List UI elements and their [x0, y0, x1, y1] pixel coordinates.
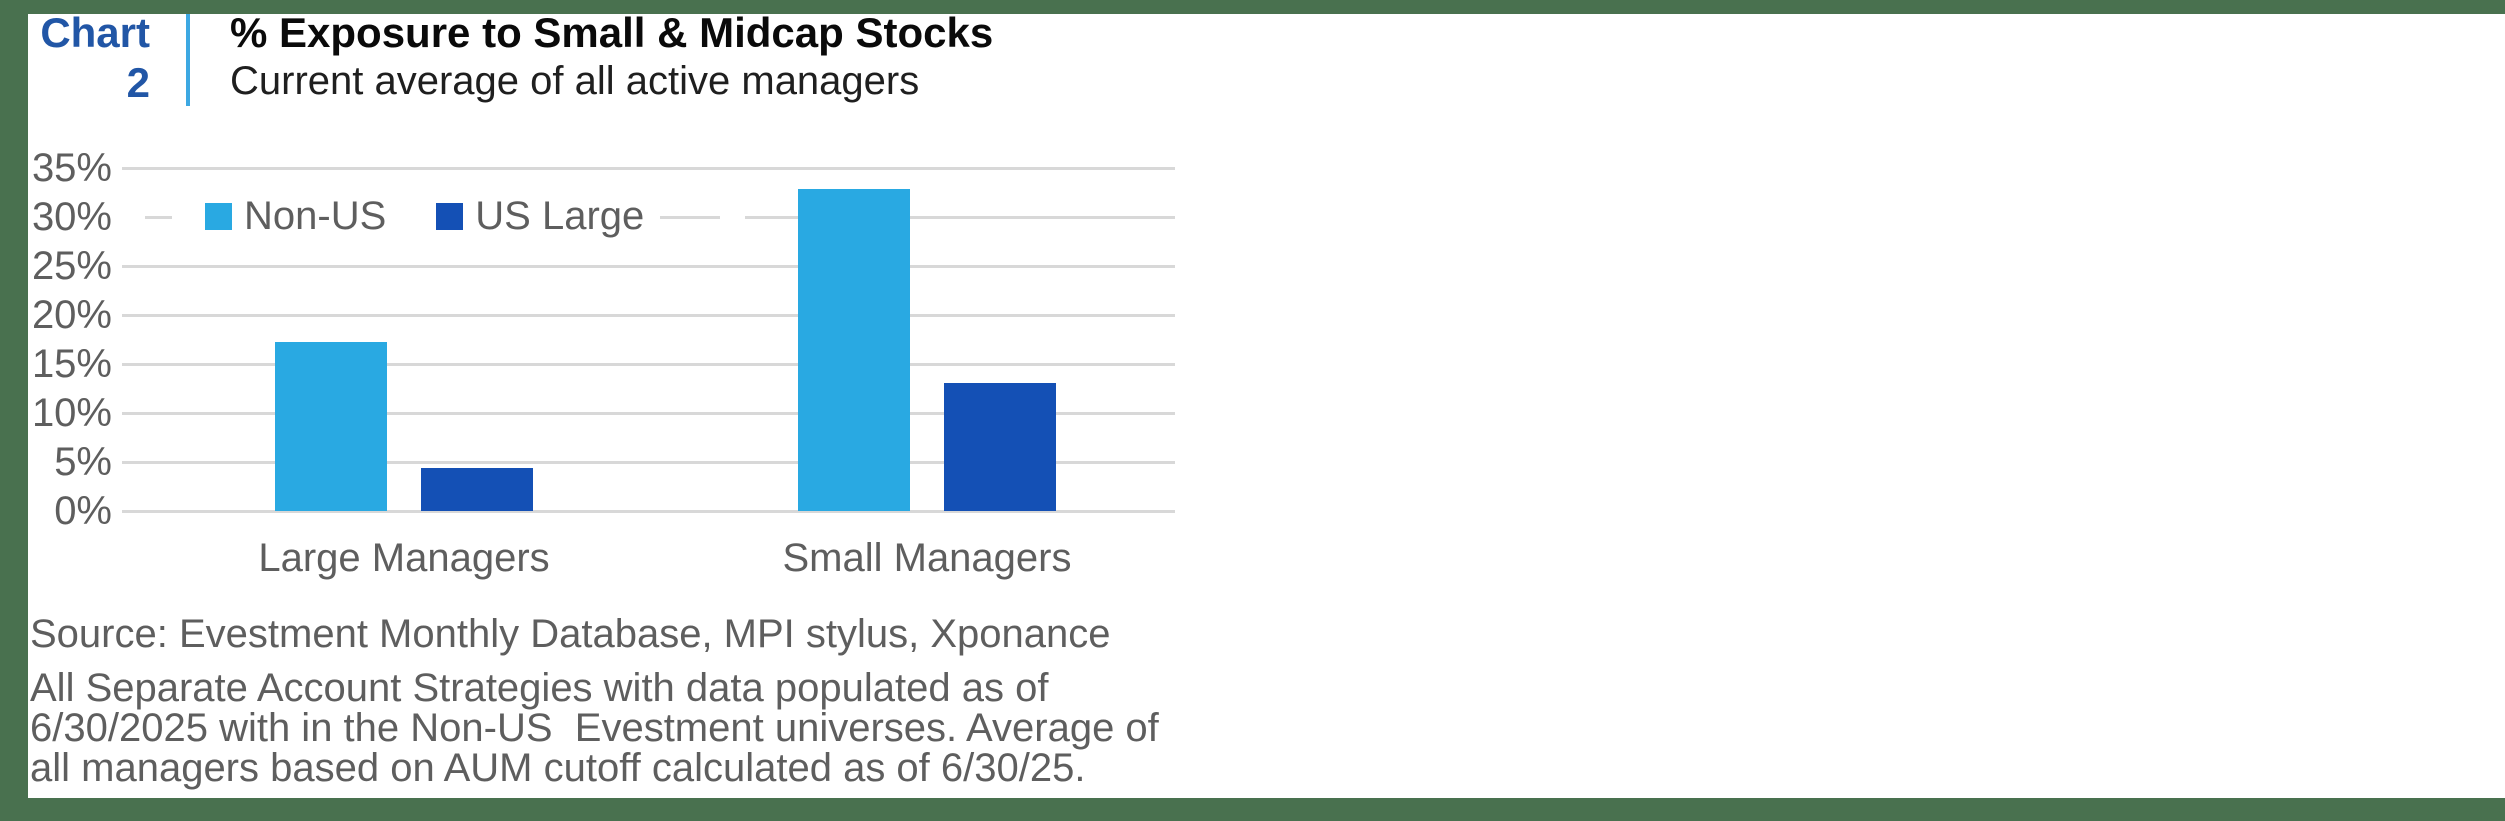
left-border-bar: [0, 0, 28, 821]
y-axis-tick-10pct: 10%: [31, 391, 112, 435]
gridline-30pct: [660, 216, 720, 219]
y-axis-tick-25pct: 25%: [31, 244, 112, 288]
y-axis-tick-20pct: 20%: [31, 293, 112, 337]
source-note: Source: Evestment Monthly Database, MPI …: [30, 612, 1111, 656]
y-axis-tick-5pct: 5%: [54, 440, 112, 484]
bottom-border-bar: [0, 798, 2505, 821]
page-subtitle: Current average of all active managers: [230, 59, 920, 103]
bar-non-us-small-managers: [798, 188, 910, 511]
legend-swatch-us-large: [436, 202, 464, 230]
gridline-35pct: [122, 167, 1175, 170]
page-title: % Exposure to Small & Midcap Stocks: [230, 9, 994, 56]
chart-label-number: 2: [126, 59, 150, 106]
gridline-0pct: [122, 510, 1175, 513]
gridline-30pct: [145, 216, 172, 219]
legend-label-non-us: Non-US: [244, 194, 387, 238]
gridline-15pct: [122, 363, 1175, 366]
footnote: All Separate Account Strategies with dat…: [30, 668, 1159, 788]
gridline-25pct: [122, 265, 1175, 268]
legend-item-non-us: Non-US: [205, 192, 386, 240]
chart-label: Chart 2: [30, 8, 150, 108]
gridline-5pct: [122, 461, 1175, 464]
gridline-10pct: [122, 412, 1175, 415]
y-axis-tick-0pct: 0%: [54, 489, 112, 533]
chart-label-word: Chart: [40, 9, 150, 56]
y-axis-tick-35pct: 35%: [31, 146, 112, 190]
legend-swatch-non-us: [205, 202, 232, 230]
x-axis-label-small-managers: Small Managers: [782, 536, 1072, 580]
top-border-bar: [0, 0, 2505, 14]
gridline-30pct: [745, 216, 1175, 219]
x-axis-label-large-managers: Large Managers: [258, 536, 550, 580]
footnote-line-3: all managers based on AUM cutoff calcula…: [30, 746, 1086, 790]
legend-label-us-large: US Large: [475, 194, 645, 238]
bar-us-large-large-managers: [421, 467, 533, 511]
y-axis-tick-15pct: 15%: [31, 342, 112, 386]
header-divider: [186, 14, 190, 106]
bar-us-large-small-managers: [944, 382, 1056, 511]
chart-legend: Non-US US Large: [205, 192, 644, 240]
bar-non-us-large-managers: [275, 342, 387, 511]
gridline-20pct: [122, 314, 1175, 317]
footnote-line-1: All Separate Account Strategies with dat…: [30, 666, 1049, 710]
y-axis-tick-30pct: 30%: [31, 195, 112, 239]
legend-item-us-large: US Large: [436, 192, 644, 240]
footnote-line-2: 6/30/2025 with in the Non-US Evestment u…: [30, 706, 1159, 750]
